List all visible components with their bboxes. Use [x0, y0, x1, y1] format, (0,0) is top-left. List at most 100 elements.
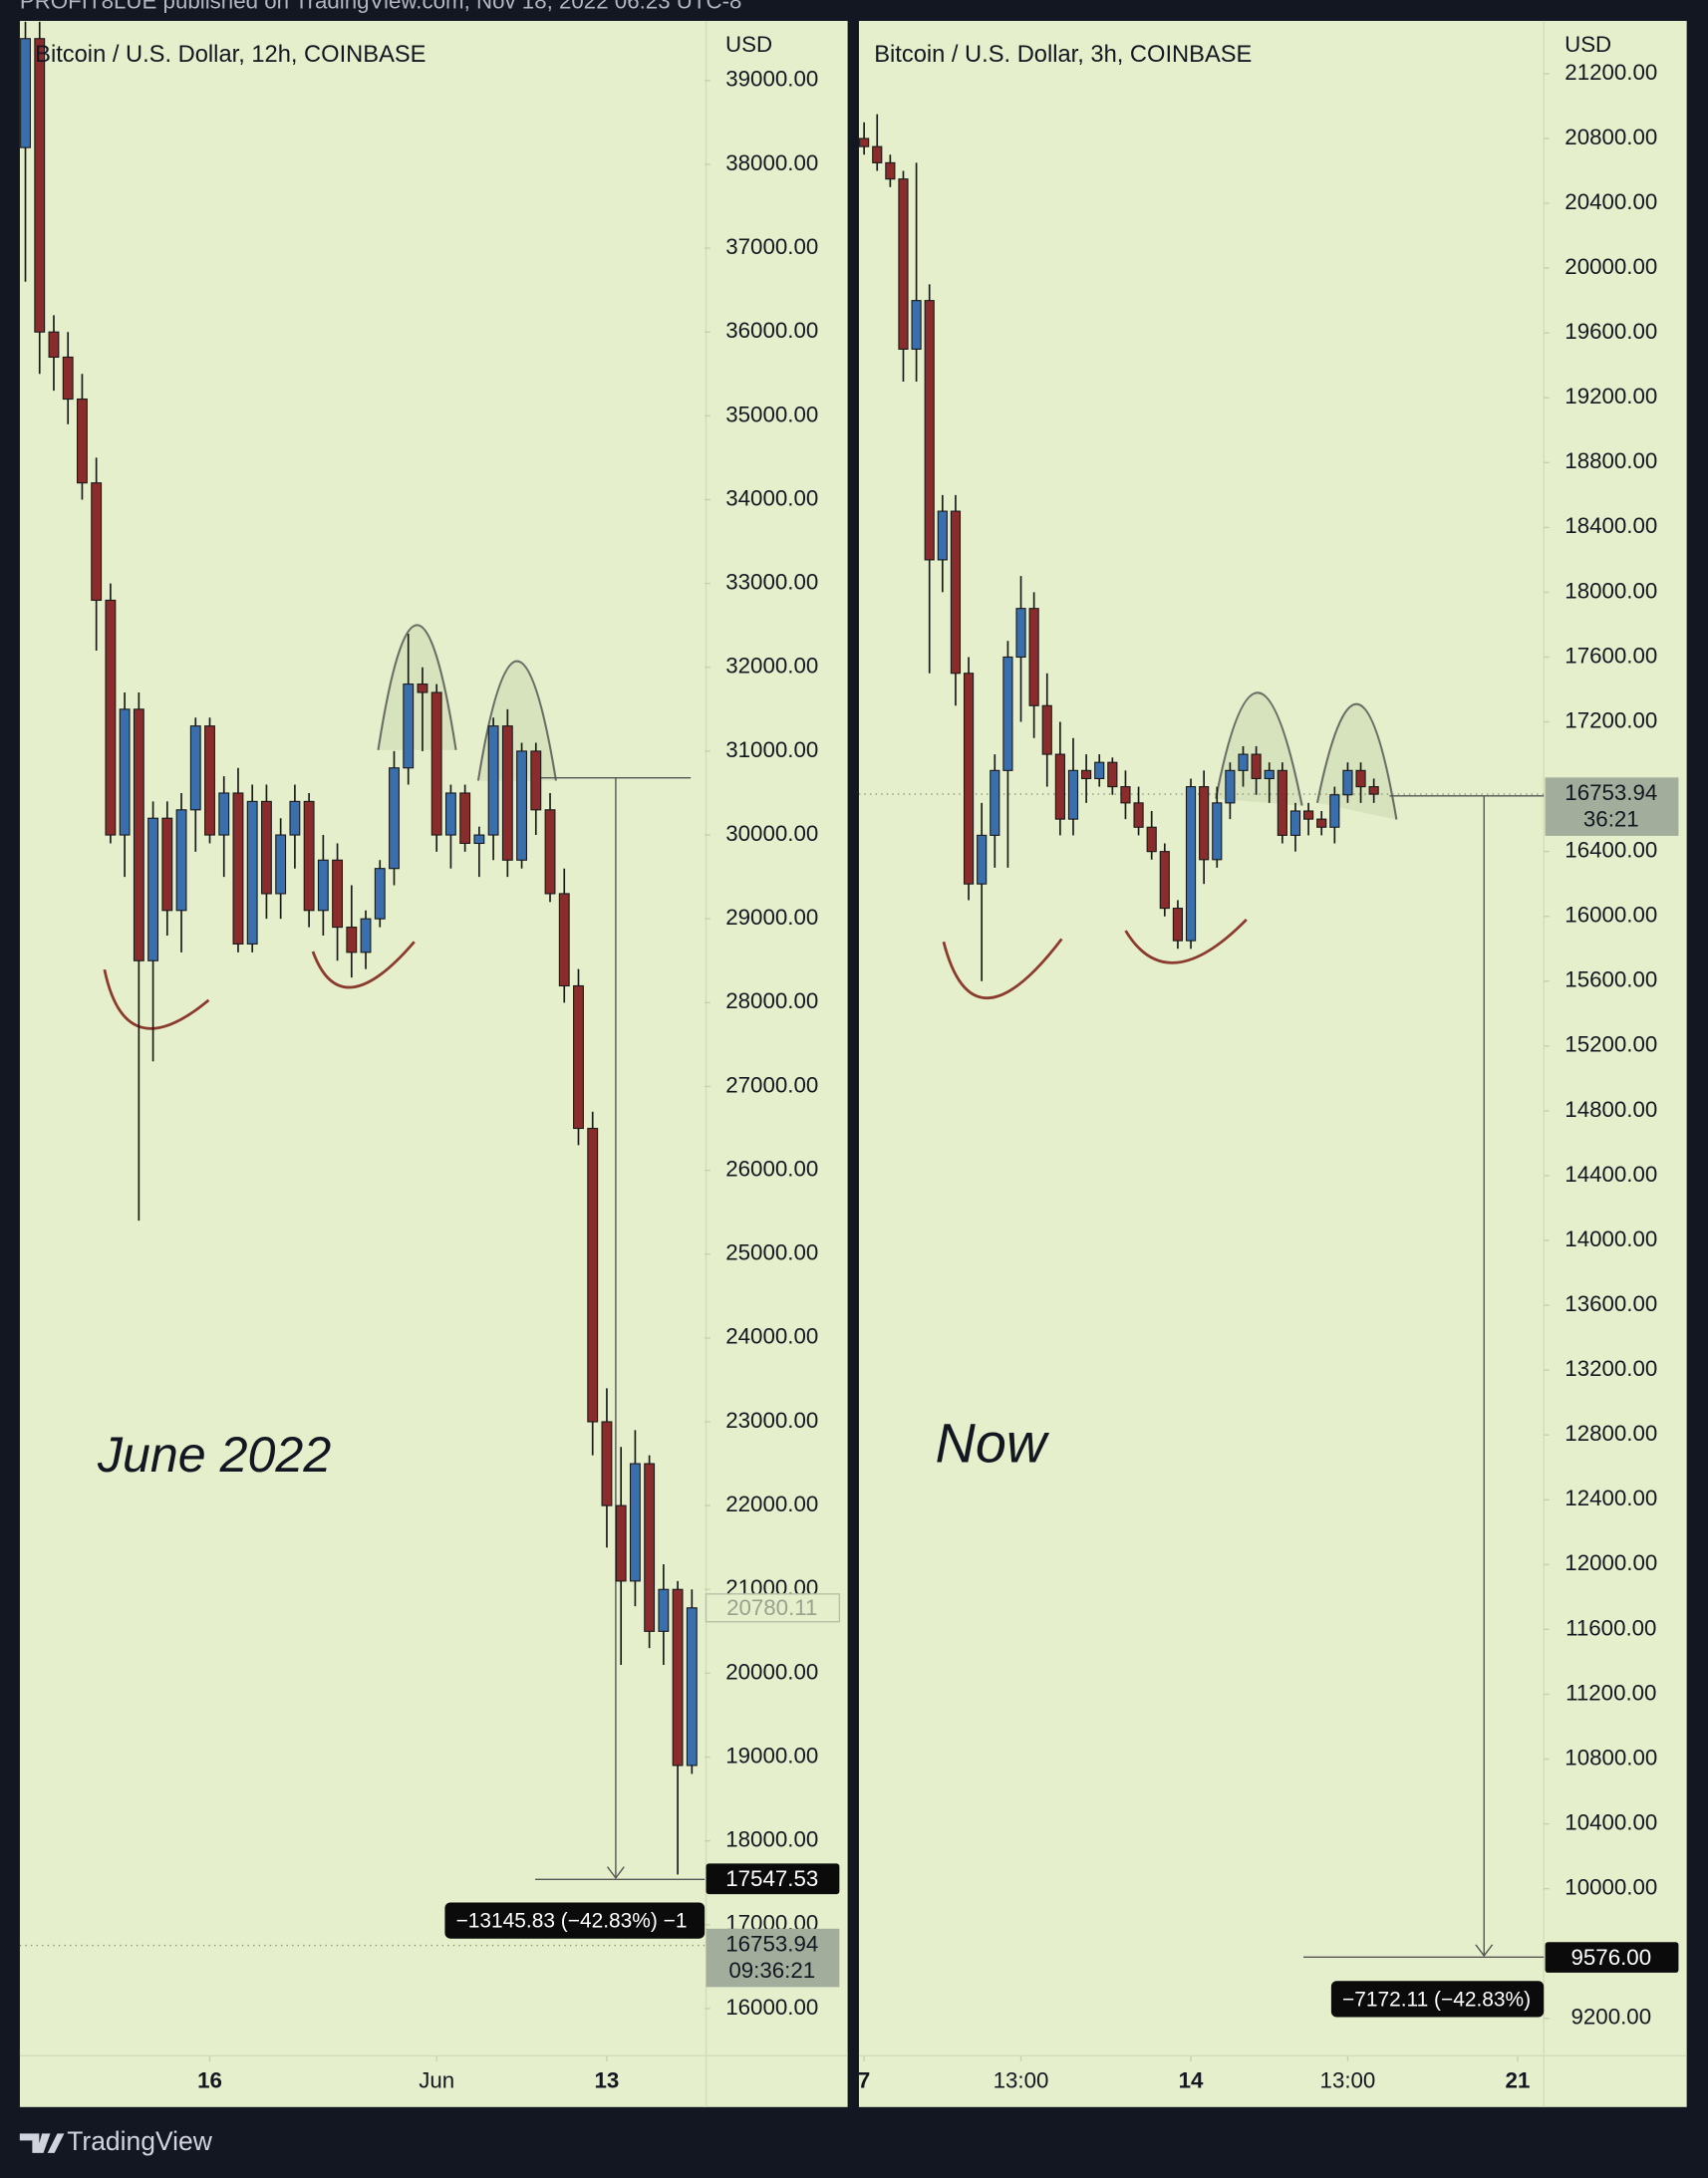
candle-body — [346, 927, 358, 953]
candle-body — [1028, 608, 1039, 706]
y-tick-label: 18000.00 — [1565, 578, 1657, 603]
y-tick-label: 11200.00 — [1566, 1680, 1656, 1705]
x-tick-label: Jun — [419, 2068, 454, 2093]
candle-body — [1342, 769, 1353, 796]
target-price-label: 17547.53 — [725, 1866, 818, 1891]
candle-body — [1172, 908, 1184, 942]
countdown-label: 36:21 — [1583, 806, 1639, 831]
candle-body — [62, 356, 74, 401]
panel-bg — [858, 20, 1687, 2107]
target-price-box — [1545, 1942, 1679, 1973]
y-tick-label: 36000.00 — [725, 318, 818, 343]
candle-body — [629, 1463, 641, 1582]
x-tick-label: 13 — [595, 2068, 620, 2093]
candle-body — [1054, 753, 1065, 820]
candle-body — [403, 683, 415, 769]
candle-body — [615, 1504, 627, 1582]
candle-body — [530, 750, 542, 811]
crosshair-price-label: 20780.11 — [726, 1595, 817, 1620]
candle-body — [1133, 802, 1144, 828]
y-tick-label: 38000.00 — [725, 150, 818, 175]
candle-body — [1067, 769, 1079, 820]
annotation: June 2022 — [97, 1427, 331, 1483]
y-tick-label: 25000.00 — [725, 1240, 818, 1265]
y-tick-label: 12000.00 — [1565, 1550, 1657, 1575]
y-tick-label: 22000.00 — [725, 1492, 818, 1516]
y-tick-label: 26000.00 — [725, 1156, 818, 1181]
candle-body — [672, 1588, 684, 1767]
y-tick-label: 10000.00 — [1565, 1875, 1657, 1900]
chart-title: Bitcoin / U.S. Dollar, 12h, COINBASE — [35, 42, 426, 68]
y-tick-label: 12800.00 — [1565, 1421, 1657, 1446]
candle-body — [161, 817, 173, 912]
candle-body — [501, 725, 513, 861]
candle-body — [487, 725, 499, 836]
y-tick-label: 32000.00 — [725, 654, 818, 679]
y-tick-label: 13600.00 — [1565, 1291, 1657, 1316]
y-tick-label: 10800.00 — [1565, 1745, 1657, 1770]
candle-body — [218, 792, 230, 836]
candle-body — [516, 750, 528, 861]
y-tick-label: 29000.00 — [725, 905, 818, 930]
measure-box — [1330, 1981, 1545, 2018]
x-tick-label: 13:00 — [1320, 2068, 1376, 2093]
y-tick-label: 18000.00 — [725, 1827, 818, 1852]
measure-arrow — [1475, 1944, 1494, 1958]
measure-label: −13145.83 (−42.83%) −1 — [456, 1909, 688, 1932]
candle-body — [1146, 826, 1157, 853]
y-tick-label: 27000.00 — [725, 1072, 818, 1097]
y-tick-label: 20800.00 — [1565, 125, 1657, 149]
candle-body — [1212, 802, 1223, 861]
candle-body — [275, 834, 287, 895]
candle-body — [119, 708, 131, 836]
candle-body — [937, 510, 948, 561]
candle-body — [91, 482, 103, 602]
candle-body — [977, 834, 988, 885]
y-tick-label: 21200.00 — [1565, 60, 1657, 85]
candle-body — [204, 725, 215, 836]
cup-drawing — [311, 941, 416, 989]
y-tick-label: 30000.00 — [725, 821, 818, 846]
y-tick-label: 18800.00 — [1565, 448, 1657, 473]
last-price-label: 16753.94 — [725, 1931, 818, 1956]
candle-body — [1120, 786, 1131, 804]
candle-body — [374, 868, 386, 920]
chart-title: Bitcoin / U.S. Dollar, 3h, COINBASE — [874, 42, 1252, 68]
x-tick-label: 21 — [1506, 2068, 1531, 2093]
candle-body — [303, 800, 315, 912]
candle-body — [133, 708, 144, 961]
last-price-box — [1545, 777, 1679, 836]
crosshair-price-box — [705, 1593, 841, 1623]
y-tick-label: 16000.00 — [1565, 903, 1657, 928]
candle-body — [963, 673, 975, 885]
candle-body — [1355, 769, 1366, 788]
candle-body — [1041, 704, 1052, 755]
annotation: Now — [936, 1412, 1050, 1474]
candle-body — [1251, 753, 1262, 780]
measure-box — [444, 1902, 706, 1939]
candle-body — [48, 331, 60, 359]
candle-body — [1159, 851, 1170, 910]
y-tick-label: 10400.00 — [1565, 1809, 1657, 1834]
candle-body — [1264, 769, 1275, 780]
panel-bg — [19, 20, 848, 2107]
candle-body — [1107, 761, 1118, 788]
y-tick-label: 15600.00 — [1565, 967, 1657, 992]
candle-body — [924, 300, 935, 561]
y-tick-label: 9200.00 — [1570, 2005, 1651, 2030]
candle-body — [1225, 769, 1236, 804]
candle-body — [898, 178, 909, 350]
header: PROFIT8LUE published on TradingView.com,… — [20, 0, 742, 14]
candle-body — [105, 599, 117, 836]
y-tick-label: 16400.00 — [1565, 838, 1657, 863]
footer-brand: TradingView — [67, 2126, 213, 2156]
candle-body — [444, 792, 456, 836]
candle-body — [872, 145, 883, 163]
candle-body — [360, 918, 372, 953]
candle-body — [76, 398, 88, 484]
y-tick-label: 33000.00 — [725, 570, 818, 595]
candle-body — [658, 1588, 670, 1632]
y-tick-label: 14800.00 — [1565, 1097, 1657, 1122]
candle-body — [260, 800, 272, 895]
candle-body — [417, 683, 428, 693]
